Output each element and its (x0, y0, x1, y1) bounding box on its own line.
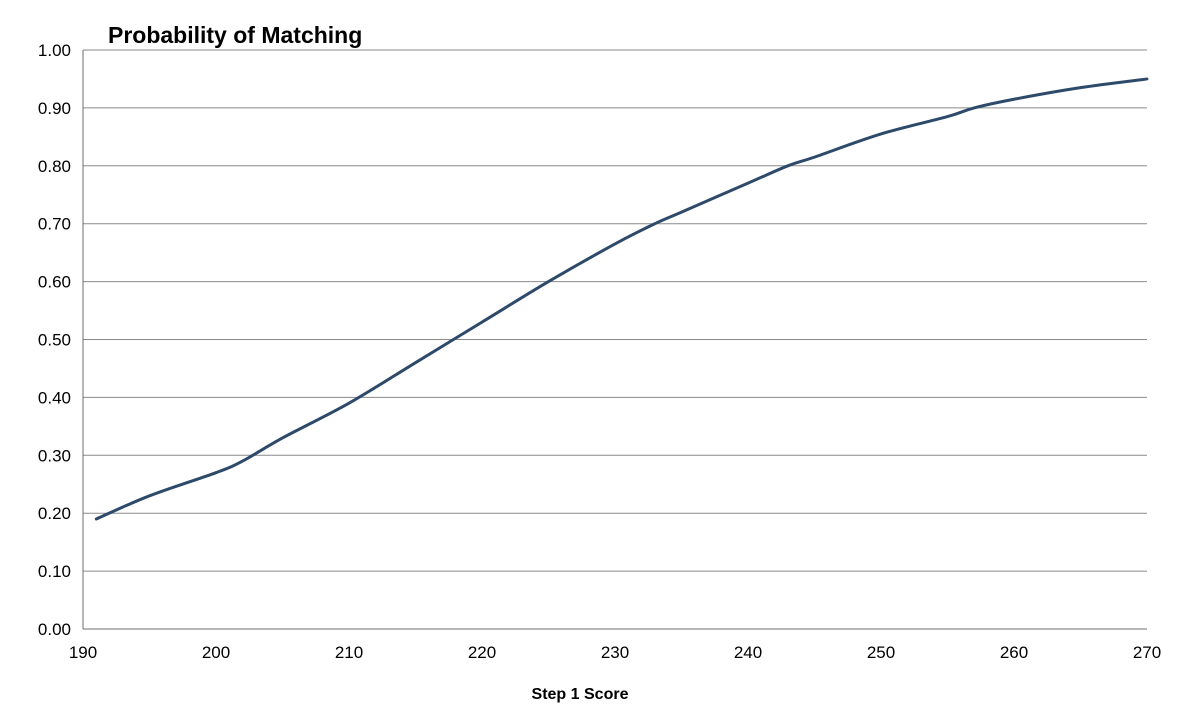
x-tick-label: 260 (1000, 643, 1028, 662)
x-tick-label: 200 (202, 643, 230, 662)
chart-title: Probability of Matching (108, 22, 362, 48)
series-layer (94, 77, 1149, 521)
x-tick-label: 230 (601, 643, 629, 662)
y-axis-tick-labels: 0.00 0.10 0.20 0.30 0.40 0.50 0.60 0.70 0.80 0.90… (38, 41, 71, 639)
y-tick-label: 0.20 (38, 504, 71, 523)
y-tick-label: 0.80 (38, 157, 71, 176)
y-tick-label: 0.30 (38, 446, 71, 465)
x-tick-label: 250 (867, 643, 895, 662)
y-tick-label: 0.40 (38, 388, 71, 407)
x-axis-title: Step 1 Score (532, 686, 629, 703)
y-tick-label: 0.70 (38, 215, 71, 234)
x-tick-label: 270 (1133, 643, 1161, 662)
y-tick-label: 0.50 (38, 331, 71, 350)
y-tick-label: 1.00 (38, 41, 71, 60)
x-tick-label: 210 (335, 643, 363, 662)
y-tick-label: 0.90 (38, 99, 71, 118)
series-line (94, 77, 1149, 521)
x-tick-label: 240 (734, 643, 762, 662)
axes (82, 50, 1147, 630)
y-tick-label: 0.00 (38, 620, 71, 639)
x-axis-tick-labels: 190 200 210 220 230 240 250 260 270 (69, 643, 1161, 662)
y-tick-label: 0.10 (38, 562, 71, 581)
x-tick-label: 220 (468, 643, 496, 662)
y-tick-label: 0.60 (38, 273, 71, 292)
x-tick-label: 190 (69, 643, 97, 662)
gridlines (83, 49, 1147, 572)
